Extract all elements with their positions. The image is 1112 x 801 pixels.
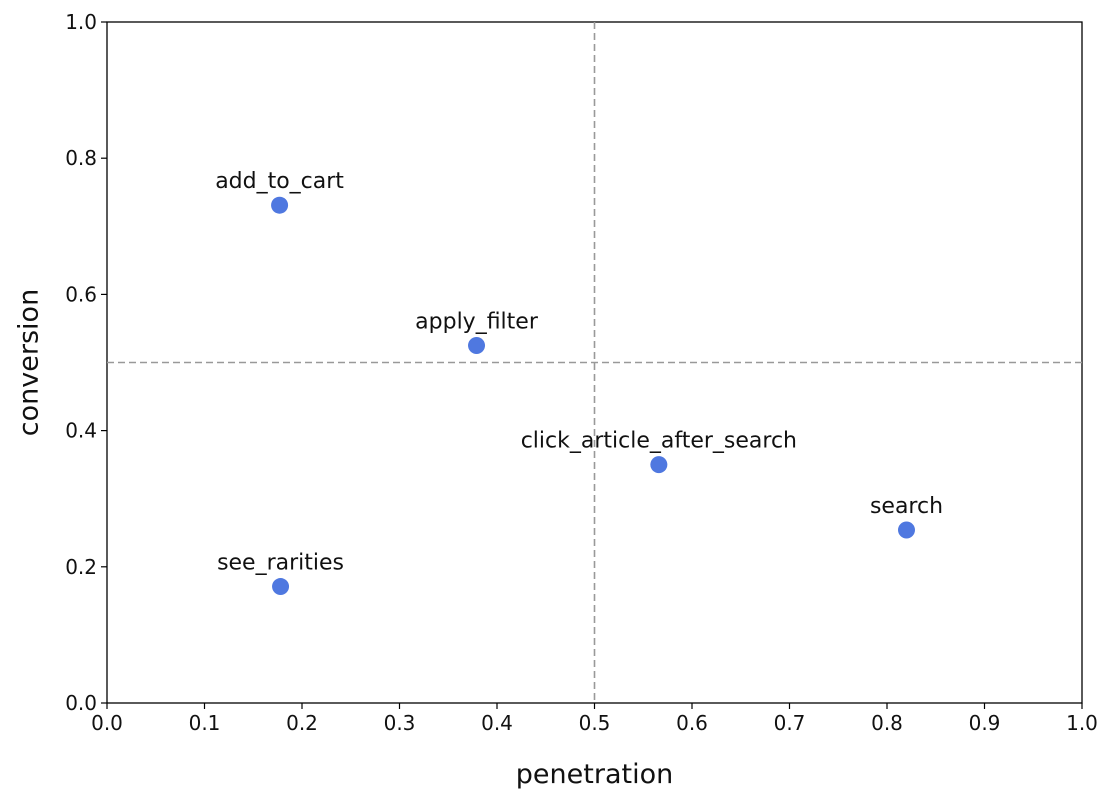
- data-point-apply-filter: [468, 336, 486, 354]
- data-point-search: [898, 521, 915, 539]
- x-tick-label: 0.3: [384, 711, 416, 735]
- x-tick-label: 0.2: [286, 711, 318, 735]
- x-tick-label: 0.1: [189, 711, 221, 735]
- data-points: add_to_cart apply_filter click_article_aft…: [215, 169, 943, 596]
- y-tick-label: 0.0: [65, 691, 97, 715]
- y-tick-label: 0.2: [65, 555, 97, 579]
- y-tick-label: 0.8: [65, 146, 97, 170]
- y-tick-label: 0.4: [65, 419, 97, 443]
- x-tick-label: 0.7: [774, 711, 806, 735]
- data-point-see-rarities: [272, 578, 290, 596]
- x-tick-label: 0.8: [871, 711, 903, 735]
- x-tick-label: 0.0: [91, 711, 123, 735]
- x-tick-label: 1.0: [1066, 711, 1098, 735]
- point-label: see_rarities: [217, 551, 344, 576]
- data-point-add-to-cart: [271, 196, 289, 214]
- x-tick-label: 0.4: [481, 711, 513, 735]
- data-point-click-article-after-search: [650, 456, 668, 474]
- x-axis-ticks: 0.0 0.1 0.2 0.3 0.4 0.5 0.6 0.7 0.8 0.9 1.0: [91, 703, 1098, 735]
- x-tick-label: 0.9: [969, 711, 1001, 735]
- y-tick-label: 1.0: [65, 10, 97, 34]
- point-label: apply_filter: [415, 309, 539, 334]
- reference-lines: [107, 22, 1082, 703]
- y-tick-label: 0.6: [65, 282, 97, 306]
- point-label: click_article_after_search: [521, 429, 797, 454]
- y-axis-label: conversion: [13, 289, 44, 436]
- x-axis-label: penetration: [516, 759, 673, 790]
- point-label: search: [870, 494, 943, 519]
- x-tick-label: 0.6: [676, 711, 708, 735]
- x-tick-label: 0.5: [579, 711, 611, 735]
- y-axis-ticks: 0.0 0.2 0.4 0.6 0.8 1.0: [65, 10, 107, 715]
- point-label: add_to_cart: [215, 169, 344, 194]
